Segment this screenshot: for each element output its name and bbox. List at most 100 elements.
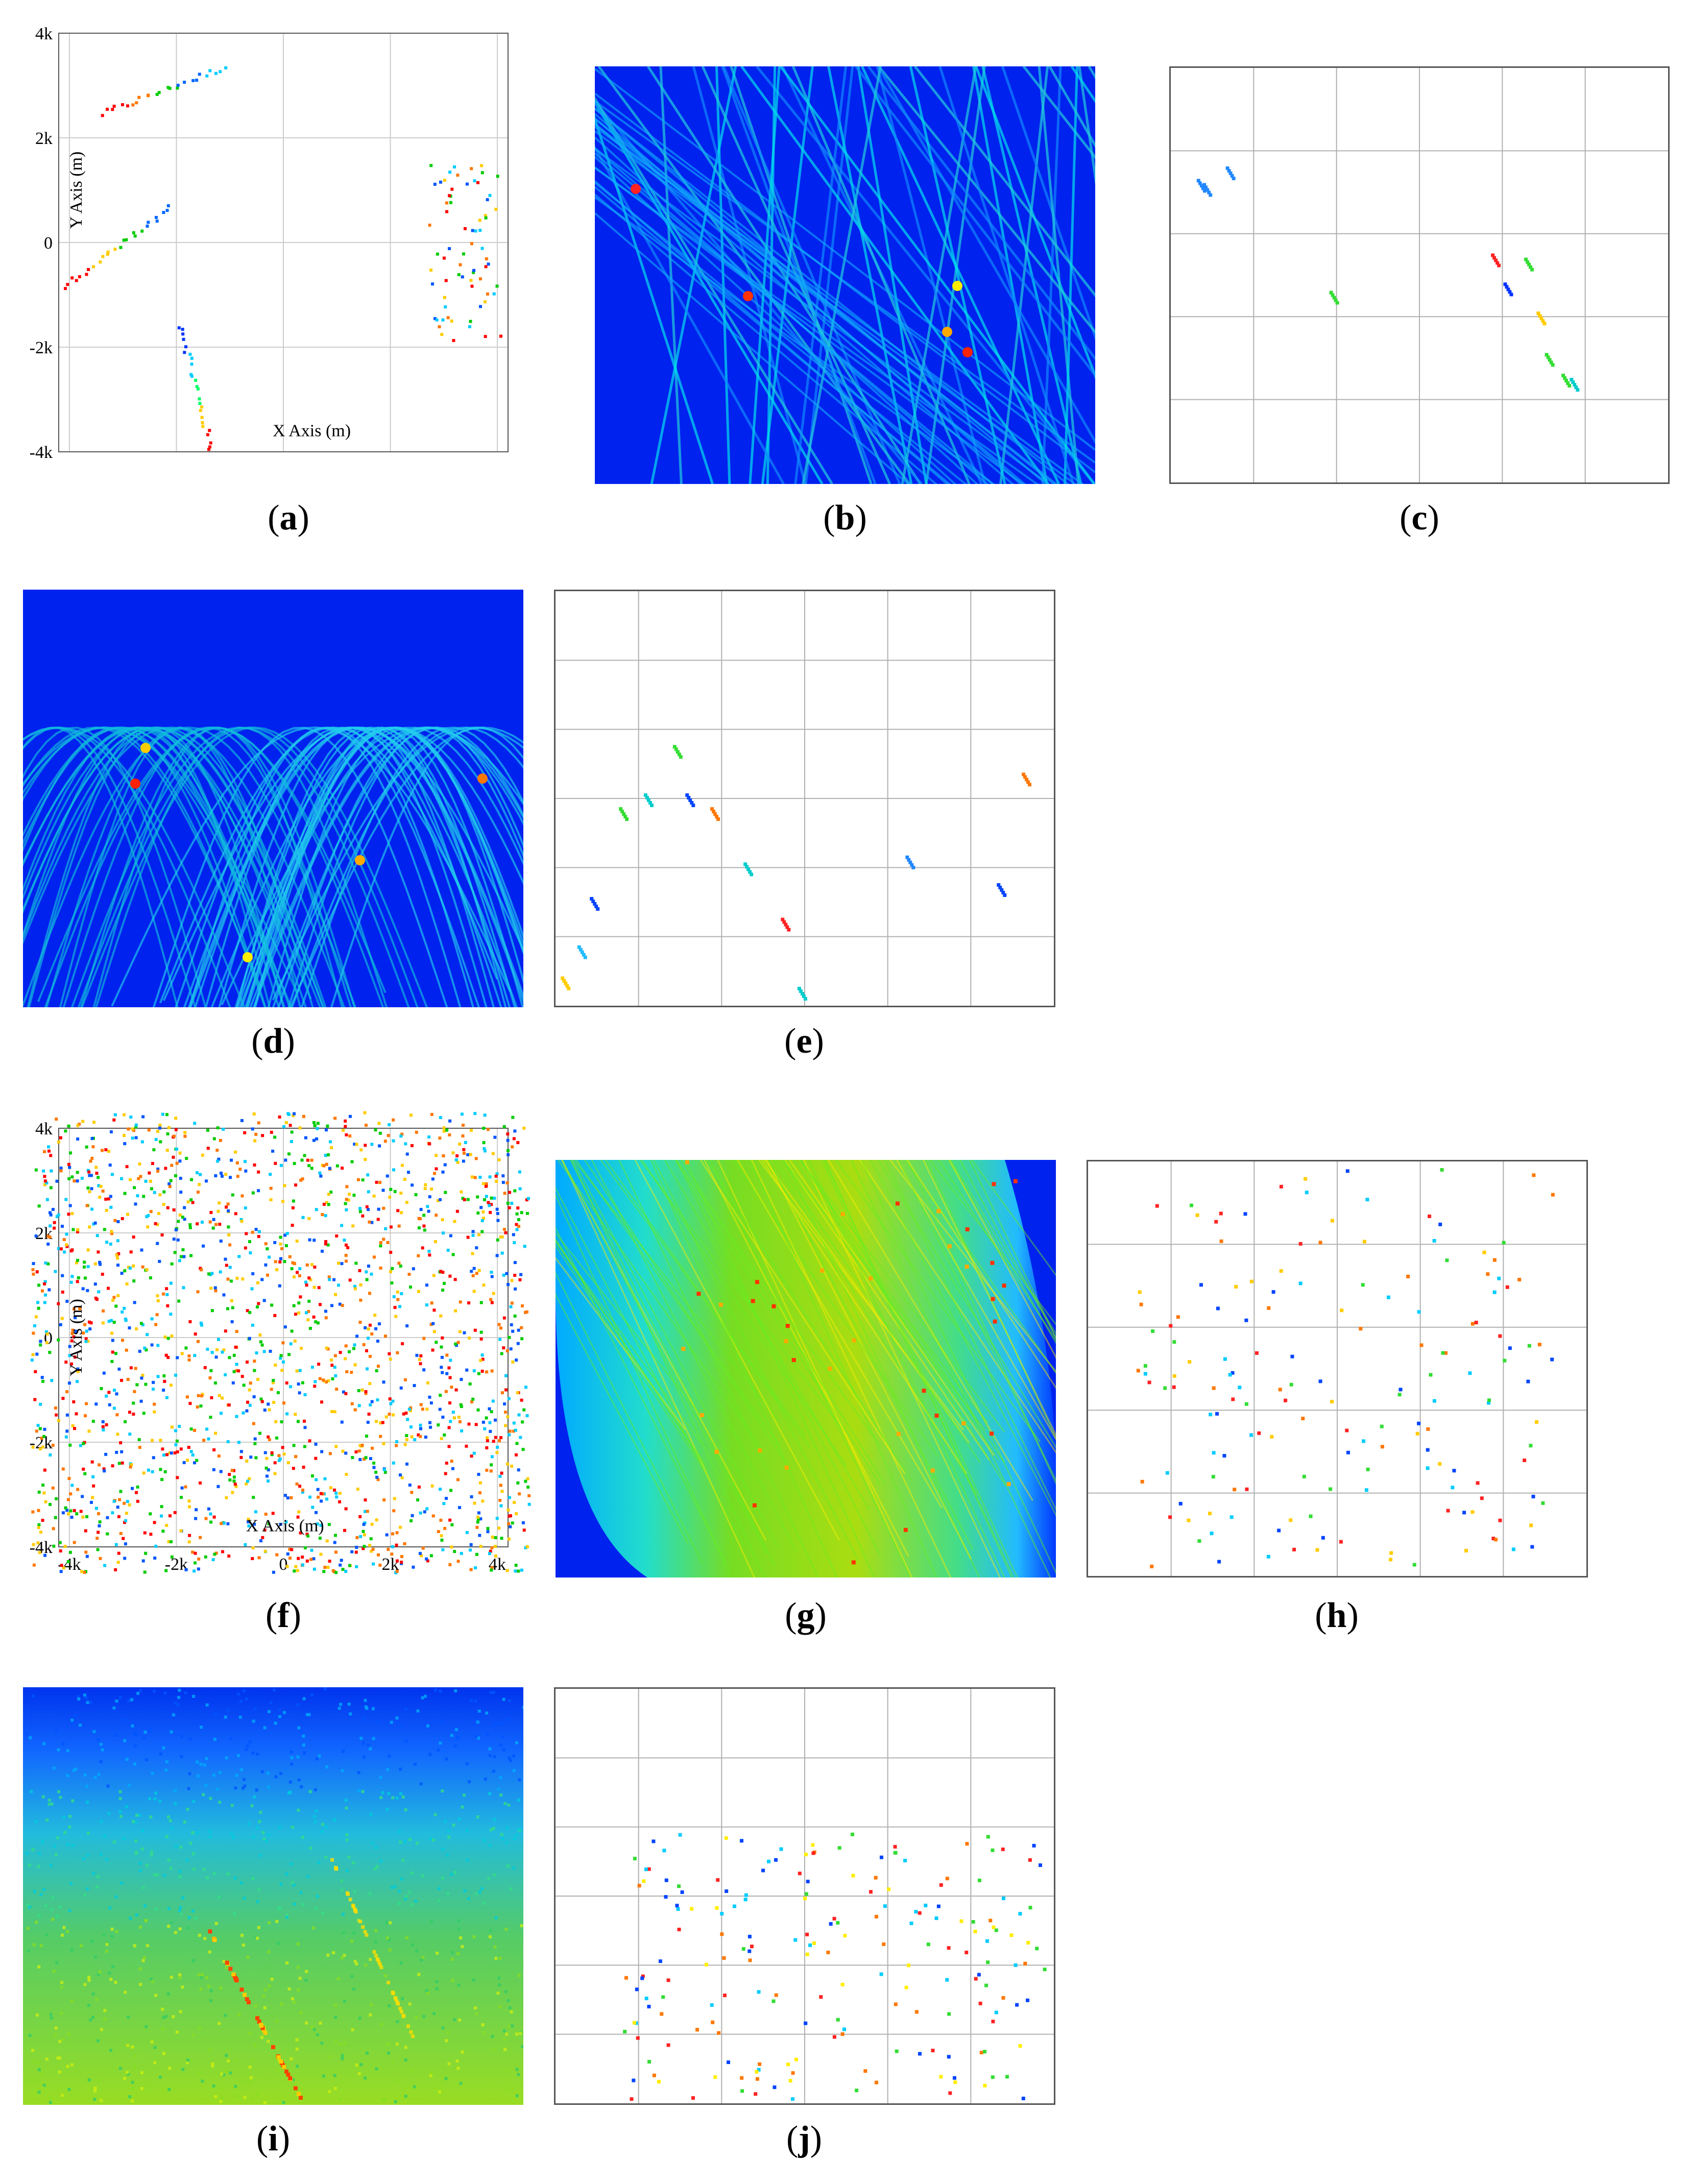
data-point (435, 1214, 438, 1217)
data-point (309, 1278, 312, 1281)
hotspot (784, 1465, 789, 1470)
sinusoid-curve (158, 726, 549, 1092)
data-point (909, 1921, 913, 1925)
data-point (270, 1453, 274, 1457)
data-point (918, 2052, 922, 2056)
data-point (1249, 1279, 1253, 1283)
data-point (207, 1507, 210, 1511)
data-point (395, 1543, 398, 1547)
data-point (53, 1226, 56, 1230)
noise-pixel (424, 1694, 427, 1698)
data-point (402, 1412, 405, 1416)
data-point (317, 1495, 320, 1499)
data-point (99, 1557, 102, 1560)
data-point (745, 865, 749, 869)
data-point (924, 1903, 928, 1907)
data-point (1412, 1563, 1416, 1567)
noise-pixel (287, 1987, 291, 1991)
data-point (452, 338, 455, 342)
data-point (270, 1130, 273, 1134)
data-point (492, 1440, 495, 1443)
data-point (181, 1248, 185, 1252)
data-point (95, 1172, 99, 1175)
hough-line (538, 1159, 744, 1604)
data-point (399, 1525, 402, 1529)
noise-pixel (127, 2072, 130, 2076)
noise-pixel (497, 1976, 501, 1980)
data-point (429, 1425, 432, 1429)
data-point (451, 1411, 455, 1414)
data-point (195, 79, 199, 82)
noise-pixel (455, 2059, 459, 2063)
data-point (305, 1533, 309, 1536)
data-point (494, 1554, 497, 1558)
data-point (805, 1932, 809, 1936)
data-point (507, 1149, 510, 1152)
hotspot (231, 1972, 236, 1977)
data-point (180, 1496, 183, 1499)
data-point (978, 2001, 982, 2005)
noise-pixel (343, 2042, 347, 2045)
data-point (45, 1332, 49, 1336)
data-point (176, 86, 179, 90)
data-point (339, 1351, 342, 1354)
data-point (1452, 1469, 1456, 1473)
data-point (516, 1206, 520, 1210)
data-point (332, 1278, 336, 1281)
noise-pixel (454, 1728, 458, 1732)
data-point (314, 1380, 317, 1384)
hough-line (715, 66, 731, 484)
noise-pixel (153, 1873, 156, 1876)
data-point (156, 1375, 160, 1378)
data-point (385, 1533, 389, 1537)
data-point (985, 1939, 989, 1943)
noise-pixel (251, 2059, 255, 2062)
data-point (284, 1158, 287, 1162)
y-tick-label: 4k (35, 25, 53, 43)
data-point (1432, 1239, 1436, 1243)
noise-pixel (120, 1881, 124, 1885)
data-point (308, 1439, 311, 1443)
noise-pixel (197, 1973, 201, 1977)
noise-pixel (401, 1795, 405, 1799)
data-point (371, 1547, 375, 1551)
noise-pixel (401, 1997, 404, 2000)
data-point (316, 1321, 320, 1325)
data-point (893, 1851, 897, 1855)
data-point (101, 1425, 105, 1428)
data-point (143, 1346, 147, 1350)
data-point (101, 114, 104, 117)
noise-pixel (357, 2072, 361, 2075)
noise-pixel (92, 1872, 95, 1875)
noise-pixel (172, 1713, 175, 1717)
noise-pixel (396, 2020, 399, 2024)
noise-pixel (304, 1978, 308, 1982)
data-point (253, 1522, 256, 1526)
noise-pixel (56, 1914, 59, 1918)
data-point (188, 1320, 192, 1323)
data-point (305, 1263, 309, 1267)
data-point (50, 1169, 53, 1173)
data-point (477, 1233, 481, 1236)
data-point (278, 1284, 281, 1288)
data-point (124, 1519, 128, 1522)
noise-pixel (242, 1786, 245, 1790)
noise-pixel (384, 1974, 388, 1978)
data-point (407, 1171, 411, 1174)
data-point (327, 1379, 330, 1382)
data-point (288, 1124, 292, 1127)
noise-pixel (143, 2085, 147, 2089)
data-point (232, 1370, 236, 1373)
data-point (340, 1224, 344, 1227)
data-point (195, 1508, 198, 1512)
data-point (300, 1158, 304, 1162)
hough-line (685, 1159, 891, 1613)
data-point (64, 1506, 67, 1510)
noise-pixel (62, 1815, 66, 1819)
data-point (477, 1372, 480, 1375)
data-point (124, 1542, 127, 1546)
noise-pixel (355, 1962, 358, 1965)
data-point (448, 1376, 452, 1379)
data-point (153, 1191, 156, 1194)
hotspot (398, 2006, 402, 2010)
